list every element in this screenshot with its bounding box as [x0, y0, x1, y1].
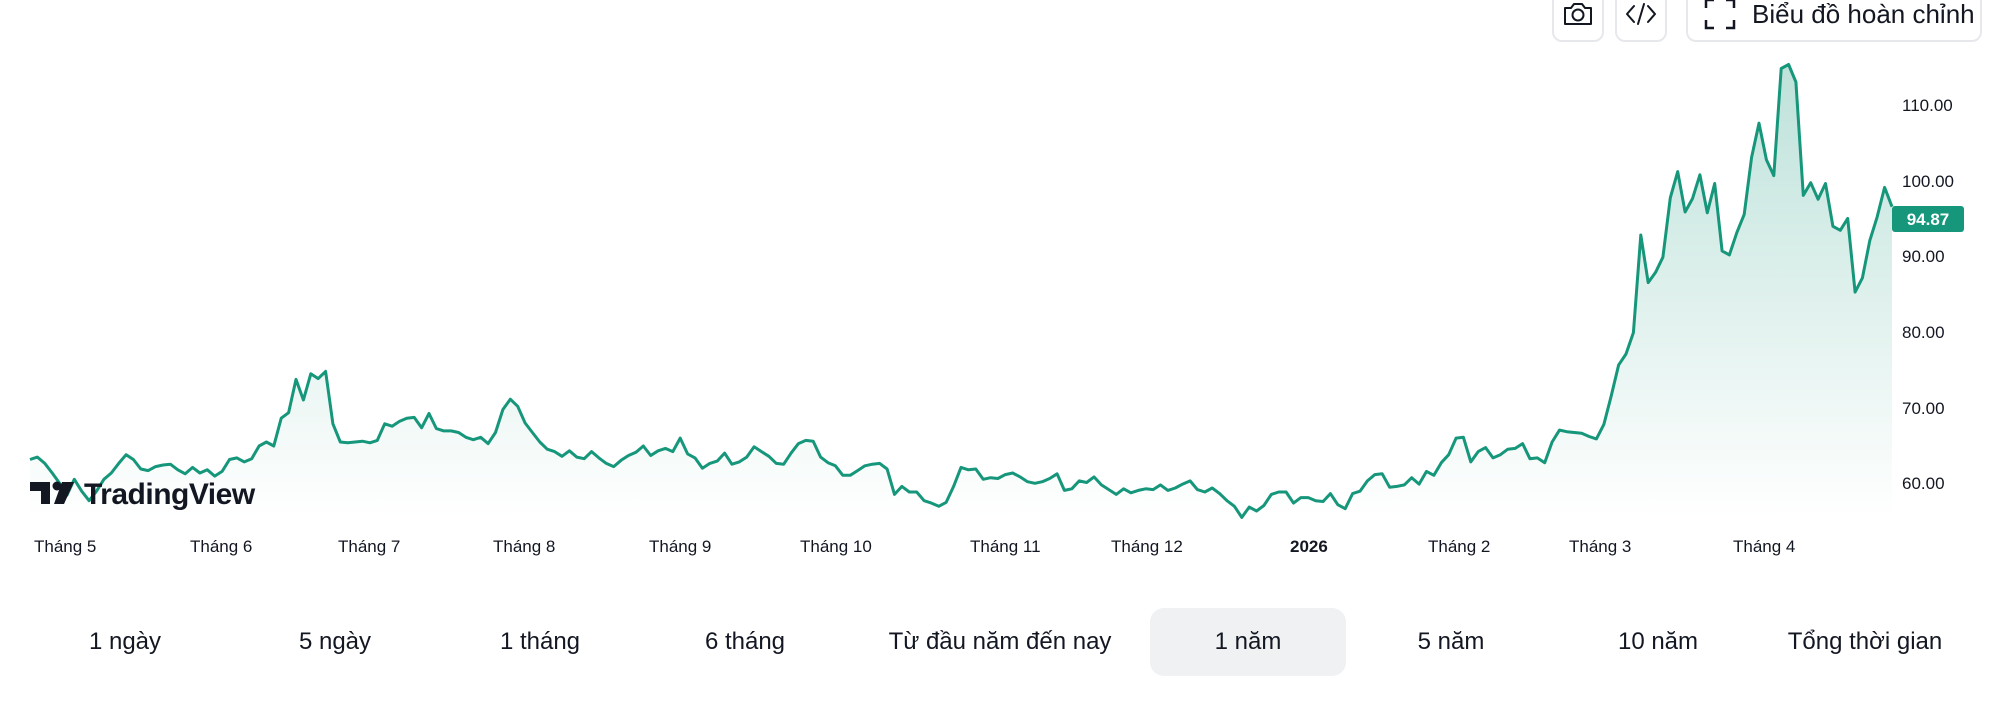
last-price-value: 94.87: [1907, 210, 1950, 229]
logo-text: TradingView: [84, 478, 256, 511]
time-range-selector: 1 ngày 5 ngày 1 tháng 6 tháng Từ đầu năm…: [20, 608, 1980, 676]
x-tick-label: Tháng 6: [190, 537, 252, 556]
tradingview-logo: TradingView: [30, 478, 256, 511]
x-tick-label: Tháng 11: [970, 537, 1041, 556]
x-tick-label: 2026: [1290, 537, 1328, 556]
x-tick-label: Tháng 5: [34, 537, 96, 556]
last-price-tag: 94.87: [1892, 206, 1964, 232]
y-tick-label: 80.00: [1902, 323, 1945, 342]
x-tick-label: Tháng 2: [1428, 537, 1490, 556]
embed-button[interactable]: [1615, 0, 1667, 42]
y-axis: 110.00 100.00 90.00 80.00 70.00 60.00: [1902, 96, 1954, 493]
range-ytd-button[interactable]: Từ đầu năm đến nay: [888, 628, 1112, 655]
x-tick-label: Tháng 9: [649, 537, 711, 556]
x-tick-label: Tháng 3: [1569, 537, 1631, 556]
x-tick-label: Tháng 8: [493, 537, 555, 556]
code-icon: [1626, 3, 1656, 25]
camera-icon: [1564, 3, 1592, 25]
y-tick-label: 110.00: [1902, 96, 1953, 115]
price-line: [29, 63, 1894, 519]
x-tick-label: Tháng 10: [800, 537, 872, 556]
range-1-year-button[interactable]: 1 năm: [1150, 608, 1346, 676]
full-chart-button[interactable]: Biểu đồ hoàn chỉnh: [1686, 0, 1982, 42]
range-10-year-button[interactable]: 10 năm: [1617, 628, 1699, 655]
y-tick-label: 100.00: [1902, 172, 1954, 191]
x-axis: Tháng 5 Tháng 6 Tháng 7 Tháng 8 Tháng 9 …: [34, 537, 1795, 556]
range-all-time-button[interactable]: Tổng thời gian: [1787, 628, 1943, 655]
range-5-day-button[interactable]: 5 ngày: [298, 628, 372, 655]
y-tick-label: 90.00: [1902, 247, 1945, 266]
range-1-month-button[interactable]: 1 tháng: [499, 628, 581, 655]
price-chart: 110.00 100.00 90.00 80.00 70.00 60.00 94…: [29, 63, 1964, 556]
price-area-fill: [30, 64, 1892, 518]
screenshot-button[interactable]: [1552, 0, 1604, 42]
x-tick-label: Tháng 12: [1111, 537, 1183, 556]
y-tick-label: 60.00: [1902, 474, 1945, 493]
range-6-month-button[interactable]: 6 tháng: [704, 628, 786, 655]
x-tick-label: Tháng 4: [1733, 537, 1795, 556]
full-chart-label: Biểu đồ hoàn chỉnh: [1752, 0, 1975, 29]
tradingview-mark-icon: [30, 481, 74, 504]
range-1-day-button[interactable]: 1 ngày: [88, 628, 162, 655]
range-5-year-button[interactable]: 5 năm: [1417, 628, 1485, 655]
y-tick-label: 70.00: [1902, 399, 1945, 418]
x-tick-label: Tháng 7: [338, 537, 400, 556]
